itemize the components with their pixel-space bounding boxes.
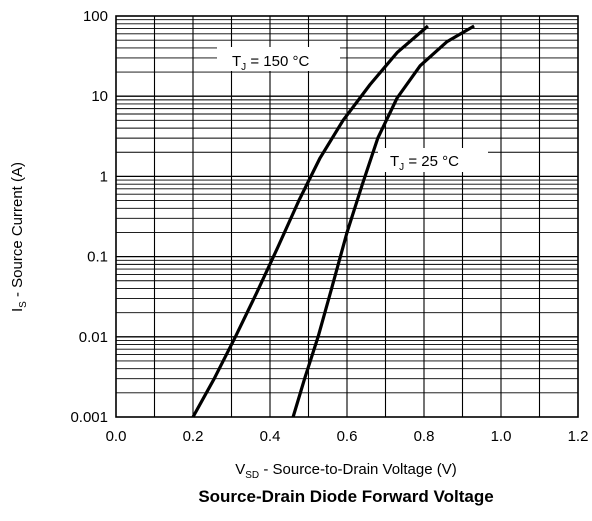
series-layer bbox=[191, 24, 475, 418]
y-tick-label: 10 bbox=[91, 88, 108, 105]
x-tick-label: 0.0 bbox=[106, 428, 127, 445]
x-tick-labels: 0.0 0.2 0.4 0.6 0.8 1.0 1.2 bbox=[106, 428, 589, 445]
label-bg-25 bbox=[378, 148, 488, 172]
y-tick-label: 0.1 bbox=[87, 249, 108, 266]
x-tick-label: 0.2 bbox=[183, 428, 204, 445]
x-tick-label: 0.6 bbox=[337, 428, 358, 445]
label-bg-150 bbox=[217, 47, 340, 71]
x-tick-label: 1.0 bbox=[491, 428, 512, 445]
x-axis-label: VSD - Source-to-Drain Voltage (V) bbox=[235, 461, 457, 481]
vertical-gridlines bbox=[153, 16, 541, 417]
y-tick-label: 1 bbox=[100, 168, 108, 185]
chart-title: Source-Drain Diode Forward Voltage bbox=[198, 487, 493, 506]
x-tick-label: 0.4 bbox=[260, 428, 281, 445]
y-tick-labels: 0.001 0.01 0.1 1 10 100 bbox=[70, 8, 108, 426]
x-tick-label: 0.8 bbox=[414, 428, 435, 445]
series-label-150: TJ = 150 °C bbox=[232, 53, 309, 73]
plot-frame bbox=[115, 15, 579, 418]
y-axis-label: IS - Source Current (A) bbox=[9, 162, 29, 312]
horizontal-gridlines bbox=[116, 19, 578, 394]
y-tick-label: 0.001 bbox=[70, 409, 108, 426]
series-line-1 bbox=[291, 24, 475, 418]
series-label-25: TJ = 25 °C bbox=[390, 153, 459, 173]
x-tick-label: 1.2 bbox=[568, 428, 589, 445]
y-tick-label: 100 bbox=[83, 8, 108, 25]
series-line-0 bbox=[191, 24, 429, 418]
y-tick-label: 0.01 bbox=[79, 329, 108, 346]
